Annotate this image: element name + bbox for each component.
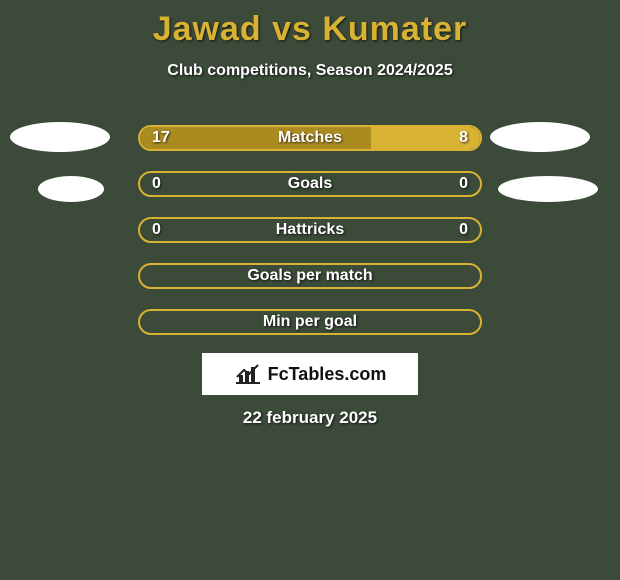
bar-value-right: 0 [459,221,468,239]
page-title: Jawad vs Kumater [0,10,620,49]
stats-canvas: Jawad vs Kumater Club competitions, Seas… [0,0,620,580]
bar-value-left: 0 [152,221,161,239]
stat-bar-min-per-goal: Min per goal [138,309,482,335]
bar-label: Goals [140,175,480,193]
brand-badge[interactable]: FcTables.com [202,353,418,395]
subtitle: Club competitions, Season 2024/2025 [0,62,620,80]
bar-label: Hattricks [140,221,480,239]
bar-label: Matches [140,129,480,147]
brand-text: FcTables.com [268,364,387,385]
bar-value-left: 0 [152,175,161,193]
team-logo-left-0 [10,122,110,152]
stat-bar-hattricks: Hattricks0 0 [138,217,482,243]
stat-bar-goals: Goals0 0 [138,171,482,197]
footer-date: 22 february 2025 [0,408,620,428]
bar-value-right: 0 [459,175,468,193]
team-logo-right-1 [498,176,598,202]
bar-label: Goals per match [140,267,480,285]
team-logo-right-0 [490,122,590,152]
bar-value-right: 8 [459,129,468,147]
chart-icon [234,363,262,385]
team-logo-left-1 [38,176,104,202]
bar-value-left: 17 [152,129,170,147]
stat-bar-goals-per-match: Goals per match [138,263,482,289]
bar-label: Min per goal [140,313,480,331]
stat-bar-matches: Matches17 8 [138,125,482,151]
